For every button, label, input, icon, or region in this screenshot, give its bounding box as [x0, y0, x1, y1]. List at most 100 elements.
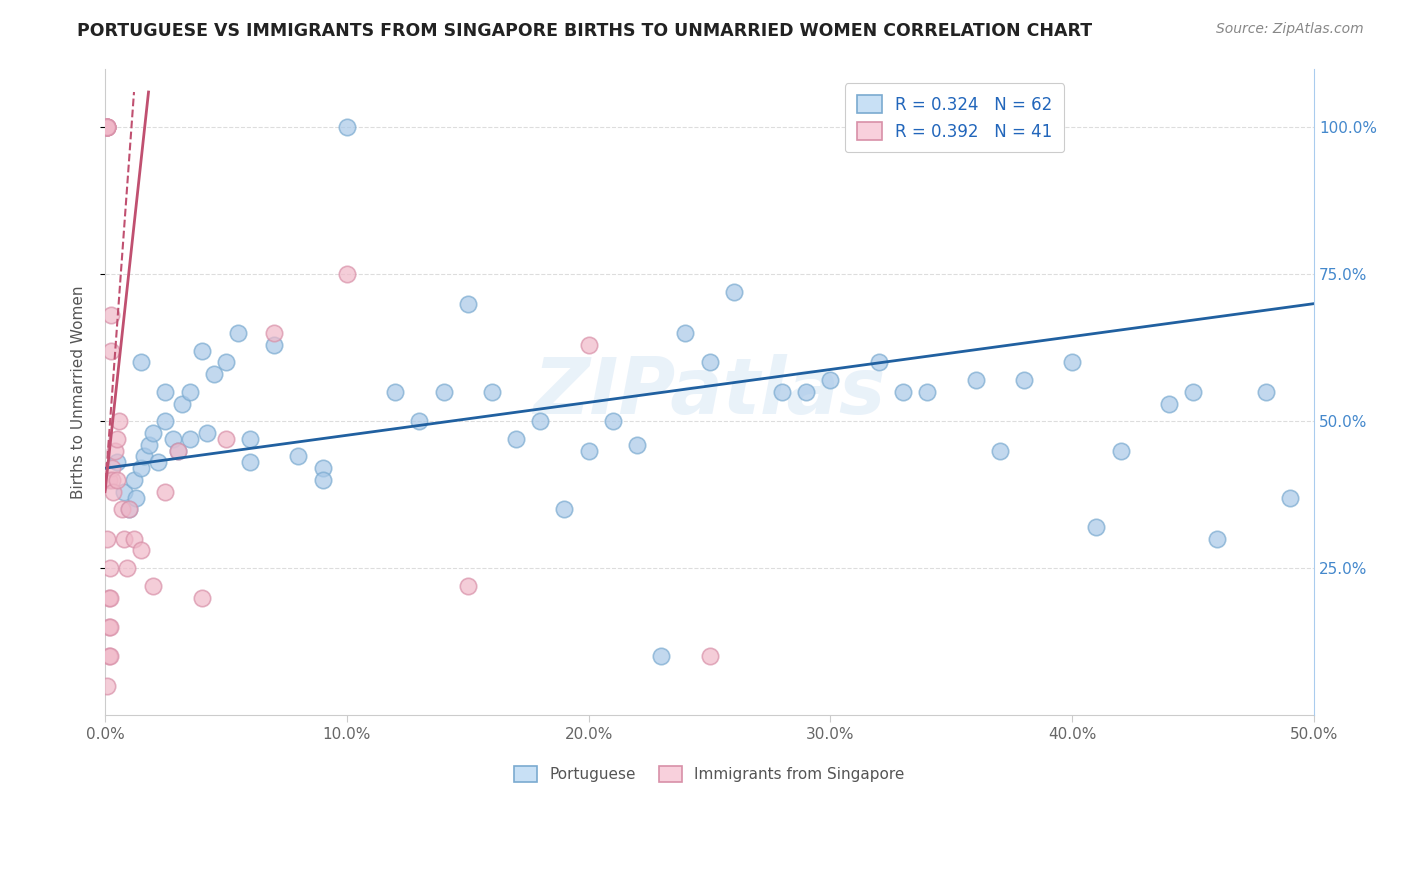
- Point: [263, 338, 285, 352]
- Point: [239, 455, 262, 469]
- Point: [97, 620, 120, 634]
- Point: [1278, 491, 1301, 505]
- Point: [699, 355, 721, 369]
- Point: [98, 649, 121, 664]
- Point: [129, 543, 152, 558]
- Point: [155, 414, 177, 428]
- Point: [195, 425, 218, 440]
- Point: [98, 591, 121, 605]
- Point: [97, 649, 120, 664]
- Point: [1062, 355, 1084, 369]
- Point: [1206, 532, 1229, 546]
- Point: [97, 591, 120, 605]
- Point: [578, 338, 600, 352]
- Point: [457, 296, 479, 310]
- Point: [112, 484, 135, 499]
- Point: [891, 384, 914, 399]
- Point: [132, 450, 155, 464]
- Point: [190, 343, 212, 358]
- Point: [529, 414, 551, 428]
- Point: [336, 267, 359, 281]
- Point: [190, 591, 212, 605]
- Point: [122, 532, 145, 546]
- Point: [202, 367, 225, 381]
- Point: [505, 432, 527, 446]
- Point: [112, 532, 135, 546]
- Point: [105, 473, 128, 487]
- Point: [101, 473, 124, 487]
- Point: [122, 473, 145, 487]
- Point: [457, 579, 479, 593]
- Point: [118, 502, 141, 516]
- Point: [96, 120, 118, 135]
- Point: [408, 414, 430, 428]
- Point: [166, 443, 188, 458]
- Point: [626, 438, 648, 452]
- Point: [602, 414, 624, 428]
- Text: PORTUGUESE VS IMMIGRANTS FROM SINGAPORE BIRTHS TO UNMARRIED WOMEN CORRELATION CH: PORTUGUESE VS IMMIGRANTS FROM SINGAPORE …: [77, 22, 1092, 40]
- Point: [108, 414, 131, 428]
- Point: [311, 461, 333, 475]
- Point: [215, 355, 238, 369]
- Point: [1085, 520, 1108, 534]
- Point: [239, 432, 262, 446]
- Point: [105, 455, 128, 469]
- Point: [98, 561, 121, 575]
- Point: [101, 461, 124, 475]
- Y-axis label: Births to Unmarried Women: Births to Unmarried Women: [72, 285, 86, 499]
- Point: [481, 384, 503, 399]
- Point: [105, 432, 128, 446]
- Point: [215, 432, 238, 446]
- Text: Source: ZipAtlas.com: Source: ZipAtlas.com: [1216, 22, 1364, 37]
- Point: [1157, 396, 1180, 410]
- Point: [553, 502, 575, 516]
- Point: [96, 120, 118, 135]
- Point: [100, 309, 122, 323]
- Point: [111, 502, 134, 516]
- Point: [965, 373, 987, 387]
- Point: [129, 461, 152, 475]
- Point: [179, 384, 201, 399]
- Point: [794, 384, 817, 399]
- Point: [115, 561, 138, 575]
- Point: [820, 373, 842, 387]
- Point: [98, 620, 121, 634]
- Point: [1254, 384, 1277, 399]
- Point: [311, 473, 333, 487]
- Point: [118, 502, 141, 516]
- Point: [650, 649, 672, 664]
- Point: [155, 384, 177, 399]
- Point: [125, 491, 148, 505]
- Point: [915, 384, 938, 399]
- Point: [336, 120, 359, 135]
- Point: [1012, 373, 1035, 387]
- Point: [287, 450, 309, 464]
- Point: [142, 425, 165, 440]
- Point: [770, 384, 793, 399]
- Point: [988, 443, 1011, 458]
- Point: [578, 443, 600, 458]
- Point: [104, 443, 127, 458]
- Point: [699, 649, 721, 664]
- Point: [384, 384, 406, 399]
- Point: [142, 579, 165, 593]
- Point: [162, 432, 184, 446]
- Text: ZIPatlas: ZIPatlas: [533, 354, 886, 430]
- Point: [96, 120, 118, 135]
- Point: [166, 443, 188, 458]
- Point: [673, 326, 696, 340]
- Point: [96, 679, 118, 693]
- Point: [96, 120, 118, 135]
- Point: [148, 455, 170, 469]
- Point: [96, 532, 118, 546]
- Point: [103, 484, 125, 499]
- Point: [100, 343, 122, 358]
- Point: [263, 326, 285, 340]
- Point: [1182, 384, 1205, 399]
- Point: [868, 355, 890, 369]
- Point: [723, 285, 745, 299]
- Legend: Portuguese, Immigrants from Singapore: Portuguese, Immigrants from Singapore: [505, 756, 914, 791]
- Point: [432, 384, 454, 399]
- Point: [226, 326, 249, 340]
- Point: [1109, 443, 1132, 458]
